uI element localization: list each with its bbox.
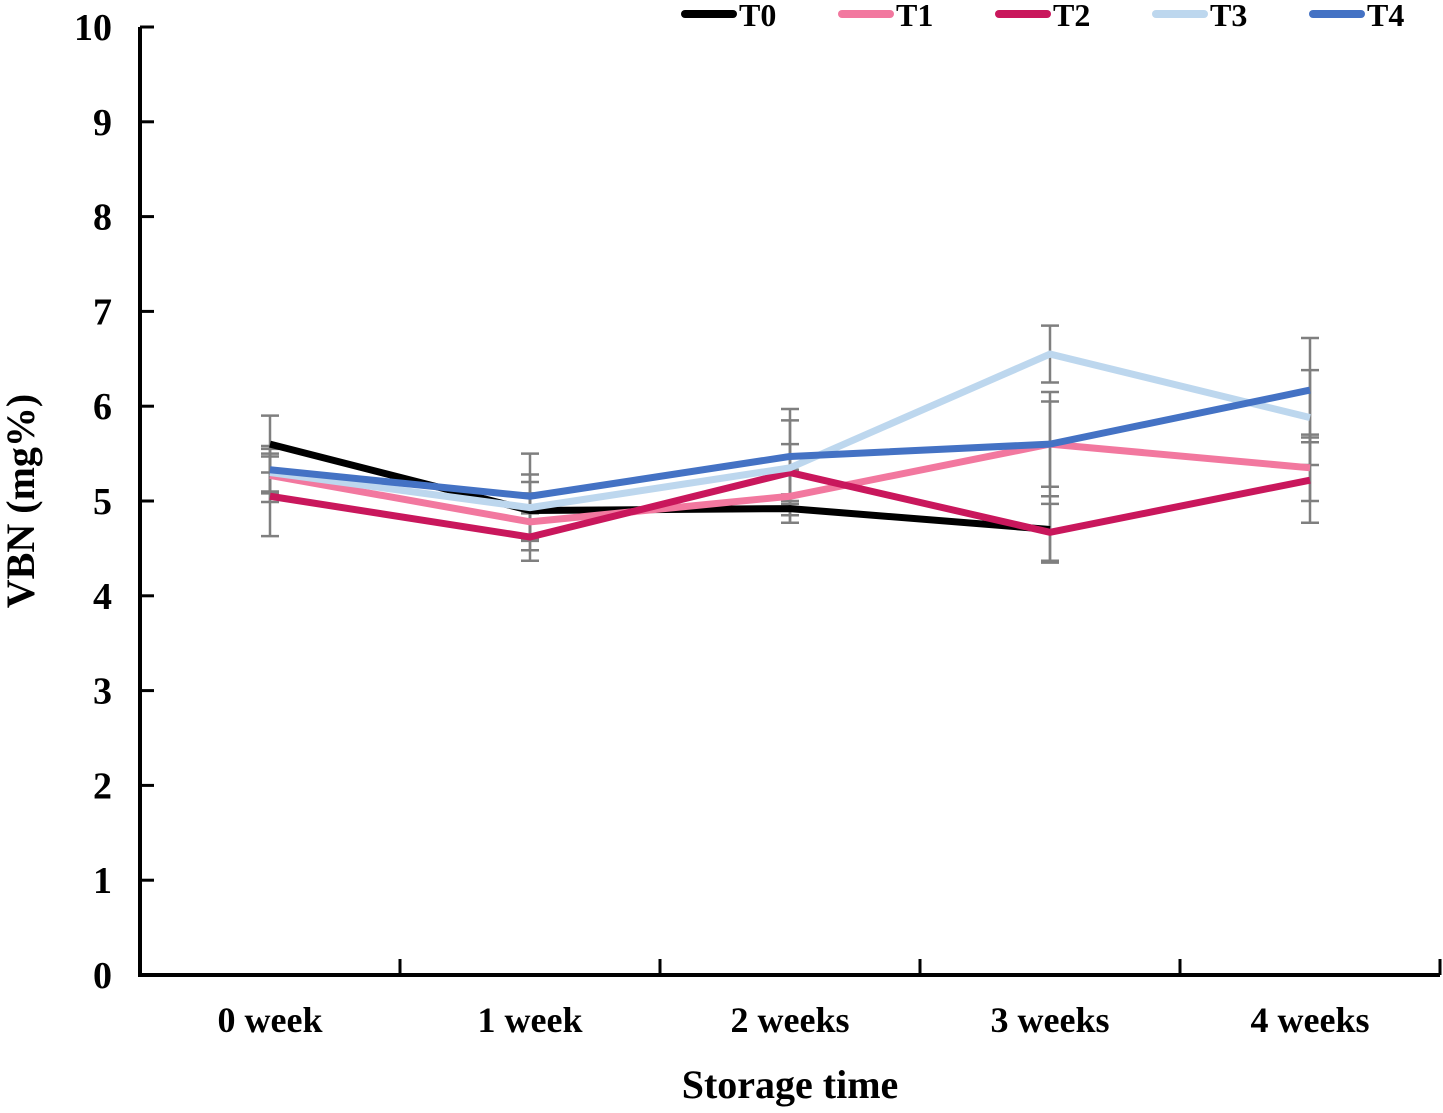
x-axis-title: Storage time: [682, 1062, 899, 1107]
y-axis-title: VBN (mg%): [0, 394, 43, 608]
y-tick-label: 8: [93, 197, 112, 239]
legend-label-T3: T3: [1210, 0, 1247, 33]
y-tick-label: 4: [93, 576, 112, 618]
y-tick-label: 7: [93, 291, 112, 333]
legend-item-T3: T3: [1152, 0, 1247, 33]
y-tick-label: 2: [93, 765, 112, 807]
y-tick-label: 9: [93, 102, 112, 144]
y-tick-label: 1: [93, 860, 112, 902]
x-tick-label: 1 week: [478, 1000, 583, 1040]
y-tick-label: 5: [93, 481, 112, 523]
legend-label-T2: T2: [1053, 0, 1090, 33]
legend-item-T1: T1: [838, 0, 933, 33]
x-tick-label: 0 week: [218, 1000, 323, 1040]
y-tick-label: 3: [93, 671, 112, 713]
y-tick-label: 0: [93, 955, 112, 997]
y-tick-label: 10: [74, 7, 112, 49]
legend-item-T0: T0: [681, 0, 776, 33]
x-tick-label: 3 weeks: [991, 1000, 1110, 1040]
series-line-T2: [269, 469, 1311, 541]
series-line-T3: [269, 350, 1311, 512]
legend-label-T1: T1: [896, 0, 933, 33]
series-line-T4: [269, 386, 1311, 500]
legend-item-T2: T2: [995, 0, 1090, 33]
x-tick-label: 2 weeks: [731, 1000, 850, 1040]
legend-item-T4: T4: [1309, 0, 1404, 33]
x-tick-label: 4 weeks: [1251, 1000, 1370, 1040]
series-line-T1: [269, 440, 1311, 526]
legend-label-T0: T0: [739, 0, 776, 33]
y-tick-label: 6: [93, 386, 112, 428]
legend-label-T4: T4: [1367, 0, 1404, 33]
